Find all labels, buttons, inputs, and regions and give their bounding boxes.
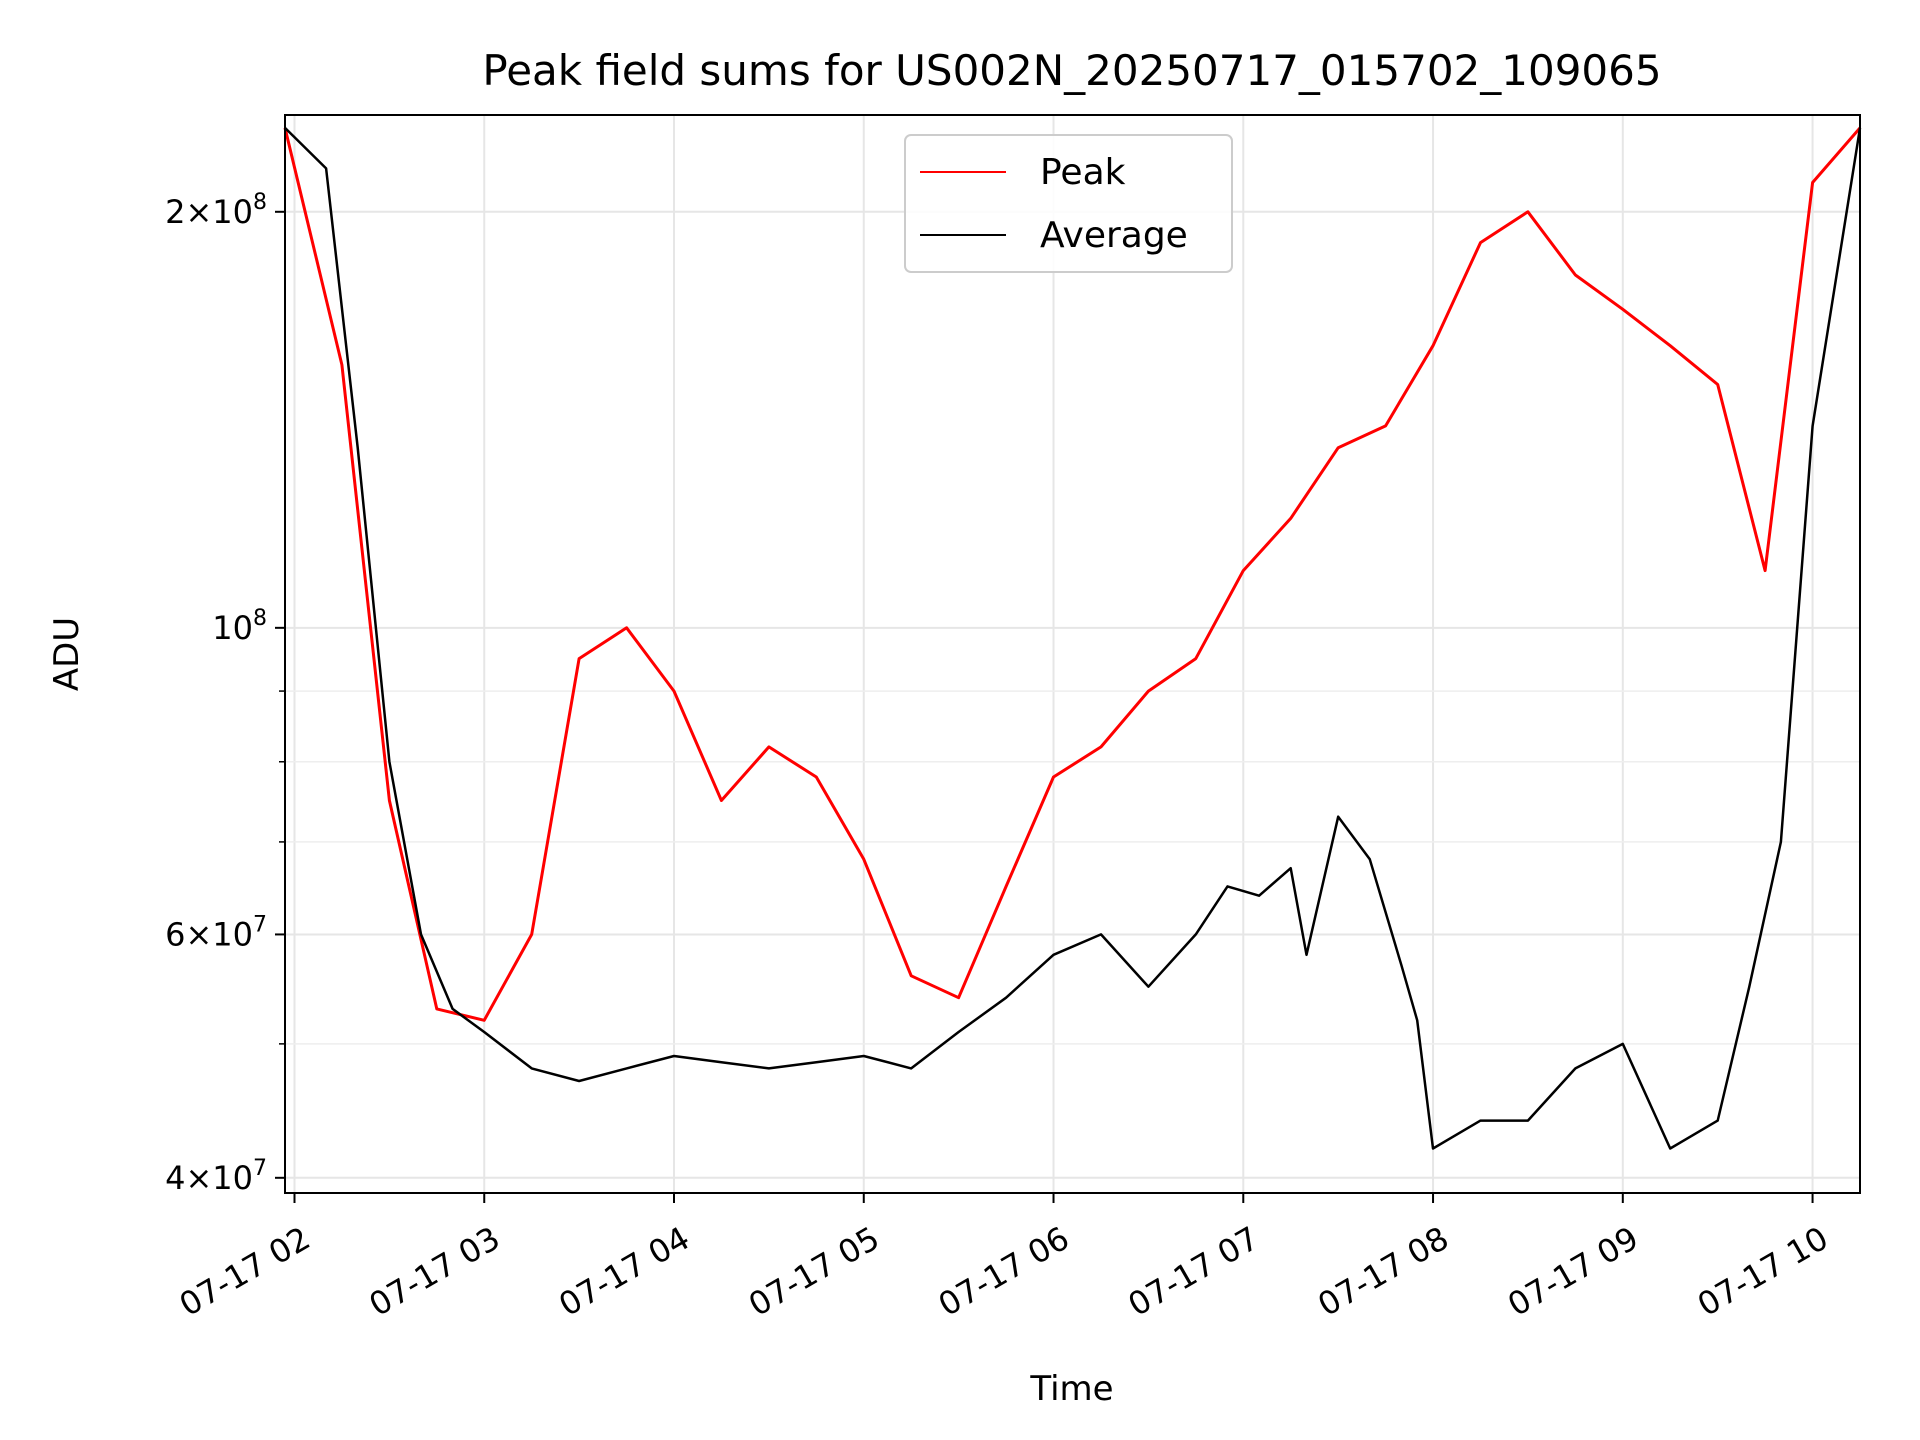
series-layer [283, 126, 1862, 1150]
y-tick-label: 6×107 [165, 912, 267, 953]
x-tick-label: 07-17 05 [742, 1219, 886, 1324]
legend-label-peak: Peak [1040, 152, 1126, 193]
x-tick-label: 07-17 02 [173, 1219, 317, 1324]
legend-box [904, 134, 1233, 273]
x-tick-label: 07-17 07 [1122, 1219, 1266, 1324]
grid [285, 115, 1860, 1193]
x-axis-label: Time [1029, 1369, 1113, 1409]
y-axis-label: ADU [47, 617, 87, 691]
series-peak-line [283, 126, 1862, 1022]
x-tick-label: 07-17 09 [1501, 1219, 1645, 1324]
y-tick-label: 4×107 [165, 1156, 267, 1197]
x-tick-label: 07-17 10 [1691, 1219, 1835, 1324]
x-tick-label: 07-17 08 [1311, 1219, 1455, 1324]
x-tick-label: 07-17 04 [552, 1219, 696, 1324]
legend-label-average: Average [1040, 215, 1188, 256]
x-tick-label: 07-17 03 [363, 1219, 507, 1324]
y-tick-label: 108 [212, 606, 267, 647]
x-tick-label: 07-17 06 [932, 1219, 1076, 1324]
tick-layer: 07-17 02 07-17 03 07-17 04 07-17 05 07-17 06… [165, 190, 1834, 1324]
y-tick-label: 2×108 [165, 190, 267, 231]
chart-title: Peak field sums for US002N_20250717_0157… [482, 46, 1661, 95]
legend: Peak Average [904, 134, 1233, 273]
series-average-line [284, 127, 1862, 1150]
plot-frame [284, 114, 1861, 1194]
